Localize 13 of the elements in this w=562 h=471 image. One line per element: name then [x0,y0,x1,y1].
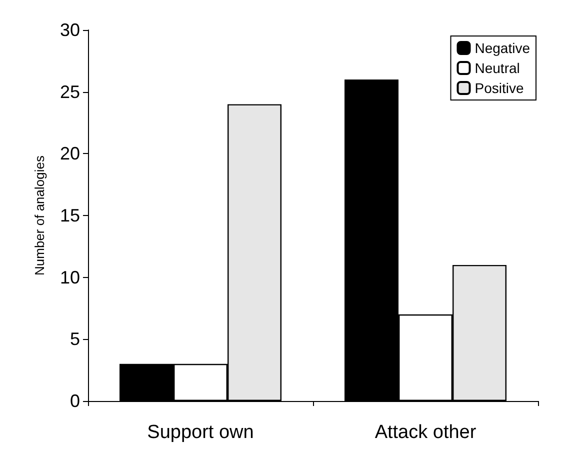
y-tick-label: 5 [70,329,80,350]
legend-label: Positive [474,80,524,96]
y-tick-label: 15 [60,206,80,226]
y-tick-label: 0 [70,391,80,411]
x-tick-label: Support own [147,422,254,443]
y-tick-label: 10 [60,267,80,288]
x-tick-label: Attack other [374,422,477,443]
legend-label: Neutral [474,60,520,76]
y-tick-label: 25 [60,82,80,102]
y-tick-label: 30 [60,20,80,40]
y-axis-title: Number of analogies [32,155,47,276]
legend-label: Negative [474,40,530,56]
y-tick-label: 20 [60,144,80,164]
